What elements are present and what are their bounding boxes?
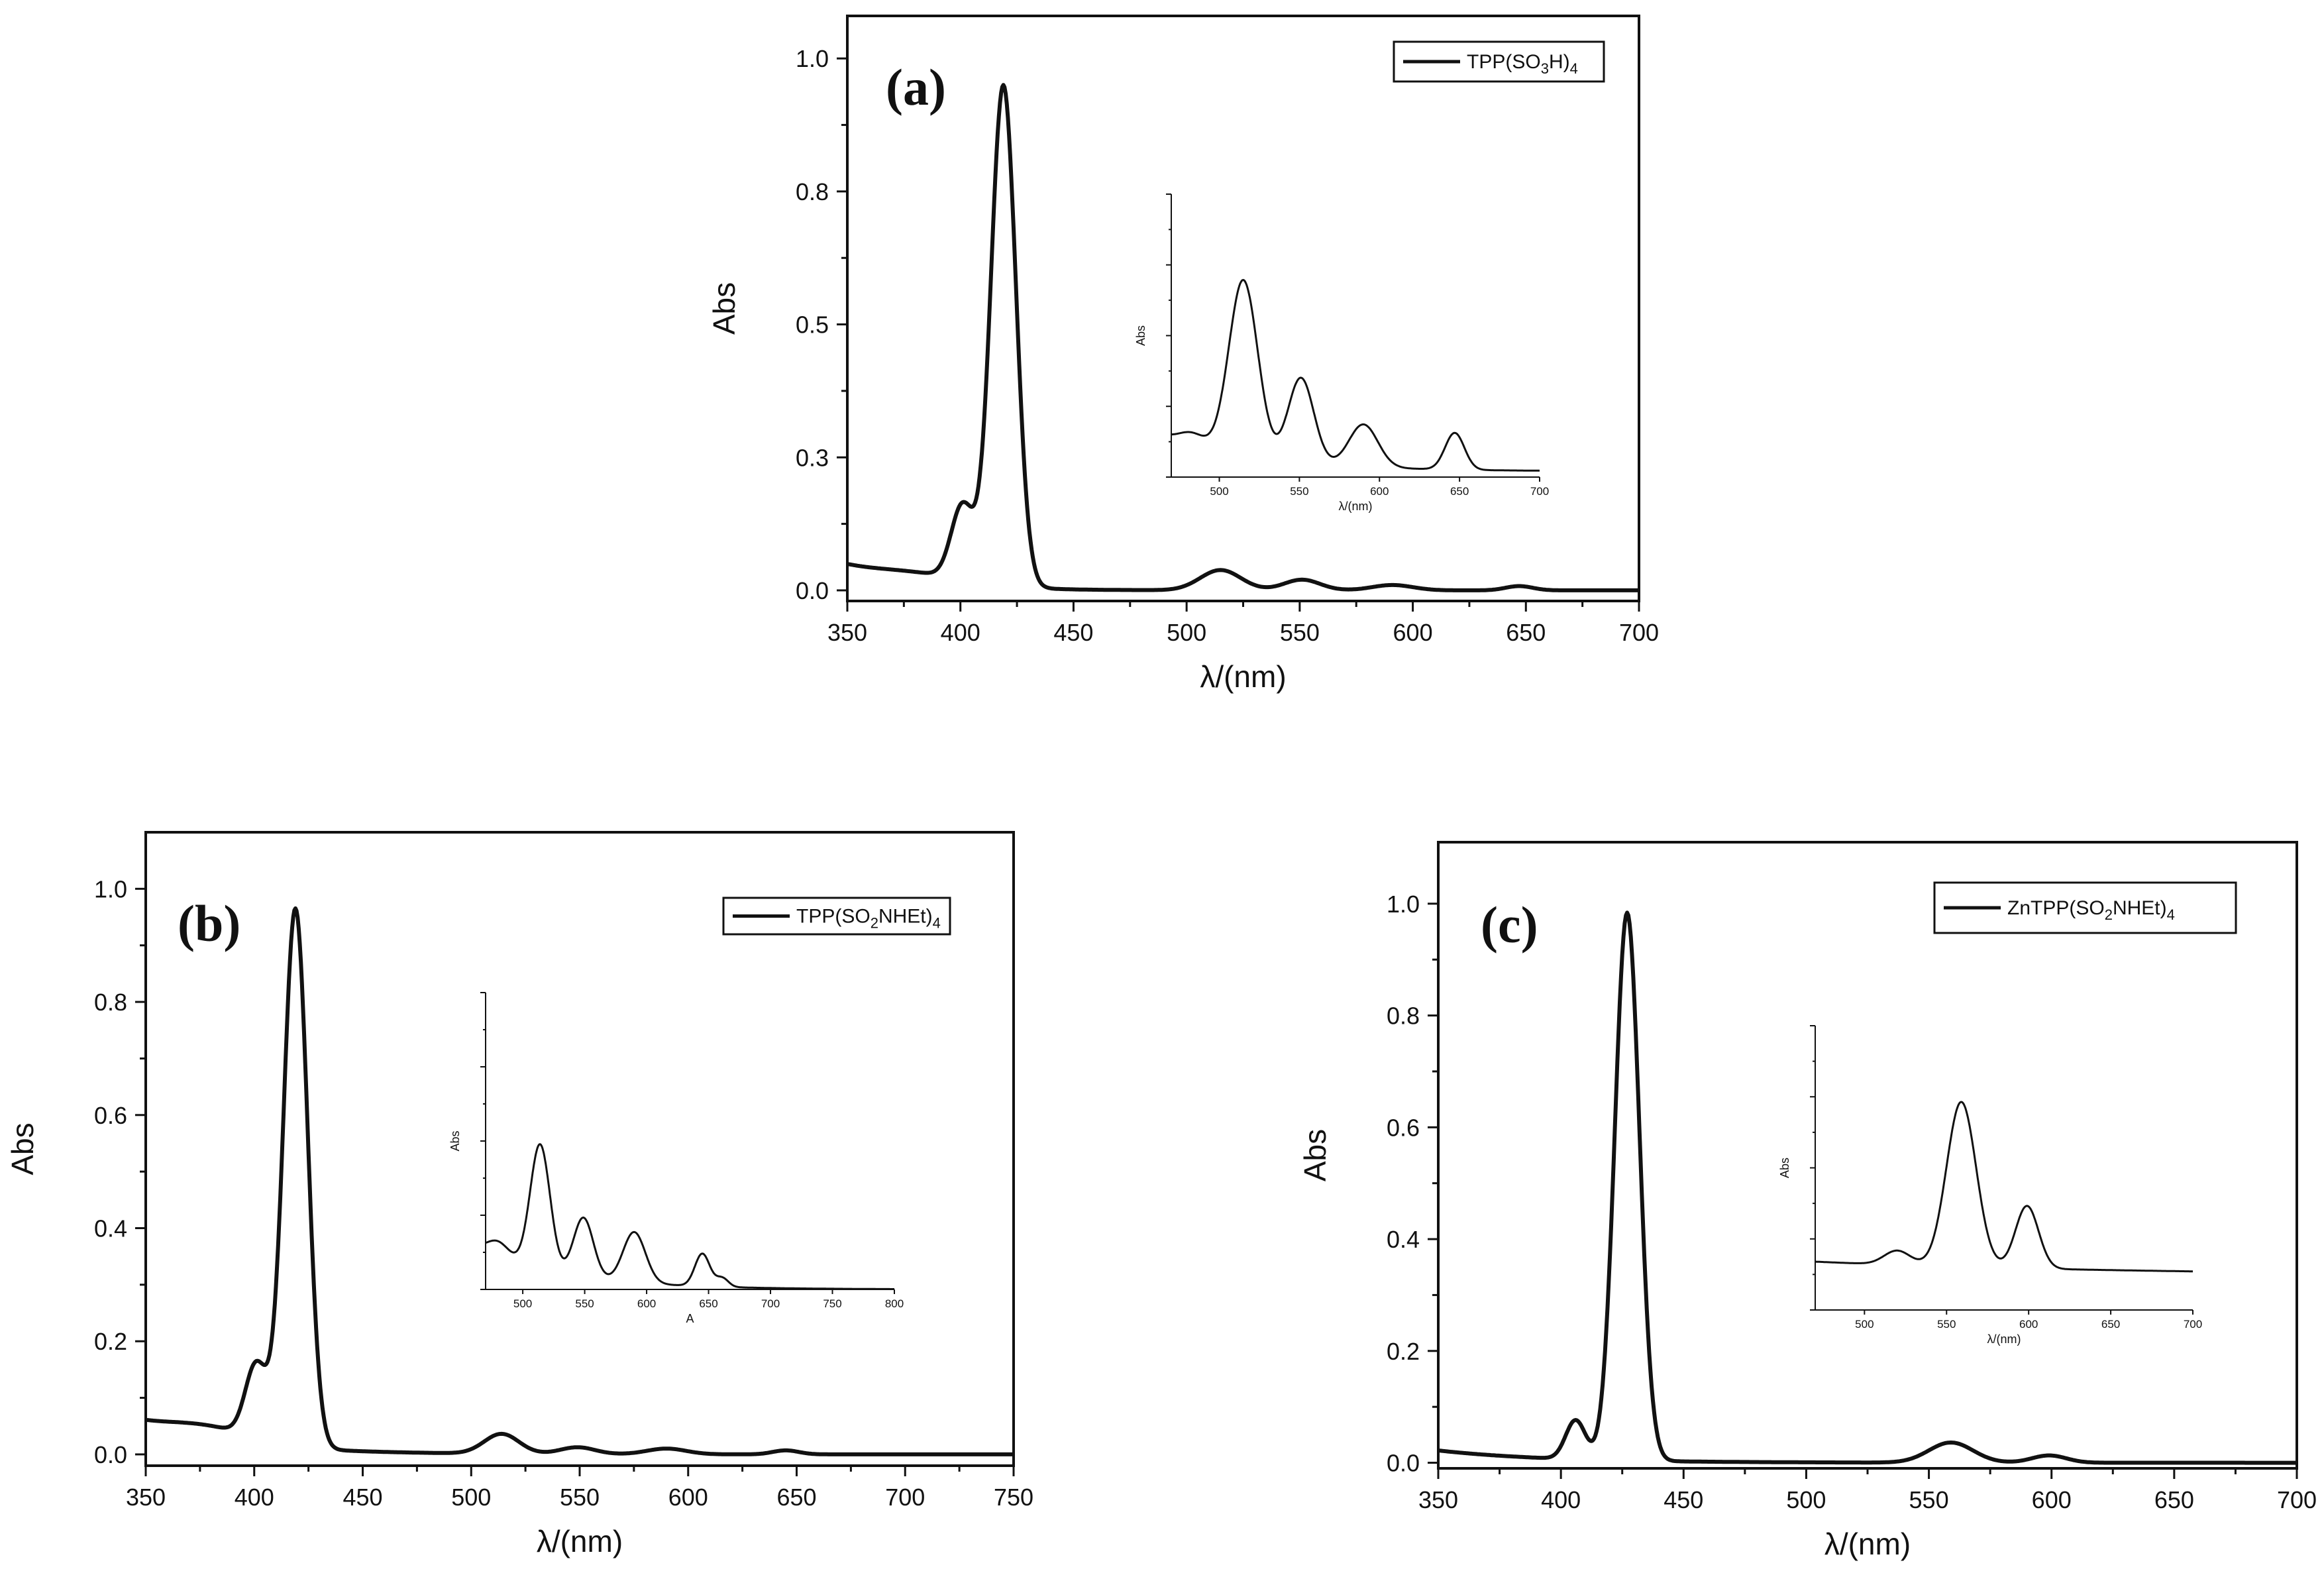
y-axis-label: Abs — [707, 282, 741, 335]
y-tick-label: 0.2 — [94, 1328, 127, 1355]
plot-frame — [1437, 841, 2298, 1470]
x-axis-label: λ/(nm) — [537, 1524, 623, 1558]
legend: TPP(SO2NHEt)4 — [722, 897, 951, 936]
y-tick-label: 1.0 — [1387, 891, 1420, 918]
inset-x-tick-label: 600 — [1370, 485, 1389, 498]
x-tick-label: 400 — [941, 619, 980, 646]
inset-x-tick-label: 500 — [1210, 485, 1228, 498]
y-tick-label: 1.0 — [94, 875, 127, 902]
x-tick-label: 550 — [1280, 619, 1320, 646]
y-tick-label: 1.0 — [796, 45, 829, 72]
inset-x-tick-label: 700 — [1530, 485, 1549, 498]
inset-series-line — [1171, 279, 1540, 472]
y-tick-label: 0.0 — [94, 1441, 127, 1468]
y-tick-label: 0.2 — [1387, 1338, 1420, 1365]
chart-panel-c: 350 400 450 500 550 600 650 700 0.0 0.2 0.4 0.6 0.8 1… — [1298, 841, 2317, 1561]
x-tick-label: 450 — [1053, 619, 1093, 646]
y-tick-label: 0.8 — [1387, 1003, 1420, 1030]
y-tick-label: 0.0 — [1387, 1450, 1420, 1477]
x-tick-label: 500 — [451, 1484, 491, 1511]
y-tick-label: 0.4 — [1387, 1226, 1420, 1253]
series-line — [1437, 910, 2298, 1465]
x-tick-label: 400 — [235, 1484, 274, 1511]
inset-x-tick-label: 500 — [513, 1297, 532, 1310]
y-tick-label: 0.0 — [796, 577, 829, 604]
x-tick-label: 350 — [126, 1484, 166, 1511]
series-line — [144, 906, 1015, 1456]
legend-label: ZnTPP(SO2NHEt)4 — [2007, 897, 2175, 923]
x-axis-label: λ/(nm) — [1200, 659, 1286, 694]
inset-x-tick-label: 600 — [2019, 1318, 2038, 1331]
y-tick-label: 0.3 — [796, 444, 829, 471]
y-axis-label: Abs — [1298, 1129, 1332, 1181]
chart-panel-b: 350 400 450 500 550 600 650 700 750 0.0 0.2 0.4 0.6 0… — [5, 831, 1033, 1558]
inset-x-tick-label: 700 — [2184, 1318, 2202, 1331]
inset-x-tick-label: 650 — [699, 1297, 717, 1310]
inset-x-tick-label: 600 — [637, 1297, 656, 1310]
inset-x-tick-label: 550 — [1290, 485, 1308, 498]
y-tick-label: 0.6 — [94, 1102, 127, 1129]
y-tick-label: 0.4 — [94, 1215, 127, 1242]
inset-y-axis-label: Abs — [1778, 1158, 1791, 1178]
x-tick-label: 650 — [776, 1484, 816, 1511]
series-line — [846, 83, 1640, 592]
inset-x-axis-label: λ/(nm) — [1987, 1333, 2021, 1346]
x-tick-label: 350 — [827, 619, 867, 646]
x-tick-label: 600 — [1393, 619, 1433, 646]
y-tick-label: 0.6 — [1387, 1114, 1420, 1141]
inset-chart: 500 550 600 650 700 λ/(nm) Abs — [1778, 1025, 2202, 1346]
x-tick-label: 700 — [2277, 1486, 2317, 1513]
inset-x-tick-label: 500 — [1855, 1318, 1874, 1331]
x-tick-label: 700 — [1619, 619, 1659, 646]
inset-x-tick-label: 650 — [1450, 485, 1469, 498]
inset-x-tick-label: 550 — [575, 1297, 594, 1310]
x-tick-label: 500 — [1167, 619, 1206, 646]
inset-x-axis-label: A — [686, 1312, 694, 1325]
y-tick-label: 0.8 — [94, 989, 127, 1016]
inset-series-line — [485, 1143, 895, 1290]
legend-label: TPP(SO3H)4 — [1467, 51, 1578, 77]
x-tick-label: 500 — [1786, 1486, 1826, 1513]
x-tick-label: 600 — [668, 1484, 708, 1511]
panel-label: (b) — [178, 895, 240, 952]
inset-y-axis-label: Abs — [1134, 325, 1147, 346]
x-tick-label: 350 — [1418, 1486, 1458, 1513]
x-tick-label: 750 — [994, 1484, 1033, 1511]
y-tick-label: 0.5 — [796, 311, 829, 339]
inset-x-tick-label: 800 — [885, 1297, 904, 1310]
x-axis-label: λ/(nm) — [1824, 1527, 1911, 1561]
panel-label: (c) — [1481, 896, 1538, 953]
x-tick-label: 450 — [343, 1484, 382, 1511]
legend: TPP(SO3H)4 — [1393, 40, 1605, 83]
inset-x-axis-label: λ/(nm) — [1339, 500, 1373, 513]
inset-chart: 500 550 600 650 700 λ/(nm) Abs — [1134, 193, 1549, 513]
x-tick-label: 450 — [1664, 1486, 1703, 1513]
inset-x-tick-label: 700 — [761, 1297, 780, 1310]
legend-label: TPP(SO2NHEt)4 — [796, 906, 941, 932]
x-tick-label: 700 — [885, 1484, 925, 1511]
x-tick-label: 550 — [560, 1484, 600, 1511]
inset-x-tick-label: 650 — [2101, 1318, 2120, 1331]
chart-panel-a: 350 400 450 500 550 600 650 700 0.0 0.3 0.5 0.8 1.0 λ… — [707, 15, 1659, 694]
legend: ZnTPP(SO2NHEt)4 — [1933, 881, 2237, 934]
x-tick-label: 650 — [1506, 619, 1546, 646]
x-tick-label: 400 — [1541, 1486, 1581, 1513]
plot-frame — [846, 15, 1640, 602]
inset-series-line — [1815, 1101, 2193, 1273]
inset-x-tick-label: 750 — [823, 1297, 841, 1310]
y-tick-label: 0.8 — [796, 178, 829, 205]
x-tick-label: 650 — [2154, 1486, 2194, 1513]
inset-chart: 500 550 600 650 700 750 800 A Abs — [449, 992, 904, 1325]
x-tick-label: 550 — [1909, 1486, 1949, 1513]
y-axis-label: Abs — [5, 1122, 40, 1175]
inset-x-tick-label: 550 — [1937, 1318, 1956, 1331]
inset-y-axis-label: Abs — [449, 1130, 462, 1151]
x-tick-label: 600 — [2032, 1486, 2072, 1513]
panel-label: (a) — [886, 58, 946, 116]
